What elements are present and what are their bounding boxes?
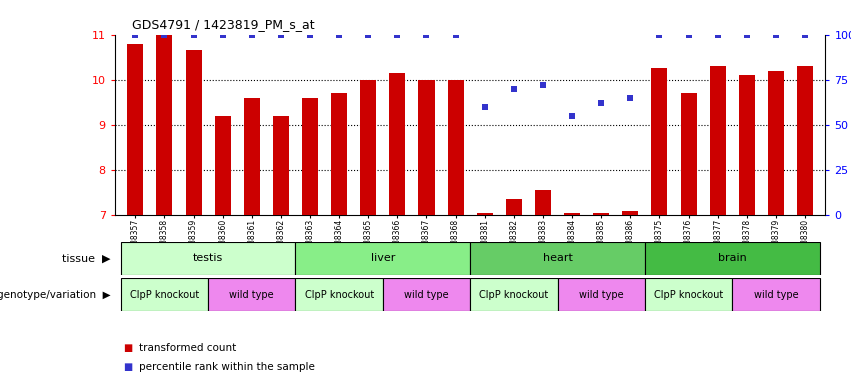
Point xyxy=(303,31,317,38)
Bar xyxy=(448,80,464,215)
Bar xyxy=(557,278,645,311)
Bar xyxy=(710,66,726,215)
Bar xyxy=(797,66,813,215)
Bar xyxy=(645,242,820,275)
Text: GDS4791 / 1423819_PM_s_at: GDS4791 / 1423819_PM_s_at xyxy=(132,18,315,31)
Text: ClpP knockout: ClpP knockout xyxy=(654,290,723,300)
Bar xyxy=(360,80,376,215)
Point xyxy=(594,100,608,106)
Text: genotype/variation  ▶: genotype/variation ▶ xyxy=(0,290,111,300)
Point xyxy=(682,31,695,38)
Bar xyxy=(652,68,667,215)
Bar xyxy=(732,278,820,311)
Text: wild type: wild type xyxy=(230,290,274,300)
Bar xyxy=(564,213,580,215)
Point xyxy=(507,86,521,92)
Bar xyxy=(739,75,755,215)
Point xyxy=(565,113,579,119)
Text: tissue  ▶: tissue ▶ xyxy=(62,253,111,263)
Bar xyxy=(295,278,383,311)
Bar xyxy=(471,278,557,311)
Text: wild type: wild type xyxy=(579,290,624,300)
Point xyxy=(740,31,754,38)
Bar xyxy=(128,44,143,215)
Text: liver: liver xyxy=(371,253,395,263)
Bar xyxy=(471,242,645,275)
Text: testis: testis xyxy=(193,253,223,263)
Bar xyxy=(121,278,208,311)
Text: transformed count: transformed count xyxy=(139,343,236,353)
Point xyxy=(274,31,288,38)
Text: ClpP knockout: ClpP knockout xyxy=(479,290,549,300)
Point xyxy=(536,82,550,88)
Bar xyxy=(302,98,318,215)
Bar xyxy=(477,213,493,215)
Bar xyxy=(593,213,609,215)
Bar xyxy=(390,73,405,215)
Point xyxy=(333,31,346,38)
Point xyxy=(448,31,462,38)
Bar xyxy=(157,35,173,215)
Bar xyxy=(622,210,638,215)
Bar xyxy=(505,199,522,215)
Point xyxy=(798,31,812,38)
Text: wild type: wild type xyxy=(404,290,448,300)
Point xyxy=(711,31,724,38)
Point xyxy=(362,31,375,38)
Point xyxy=(391,31,404,38)
Text: ■: ■ xyxy=(123,362,133,372)
Text: wild type: wild type xyxy=(754,290,798,300)
Point xyxy=(420,31,433,38)
Bar xyxy=(243,98,260,215)
Bar xyxy=(768,71,784,215)
Point xyxy=(157,31,171,38)
Bar xyxy=(419,80,435,215)
Text: ■: ■ xyxy=(123,343,133,353)
Point xyxy=(478,104,492,110)
Point xyxy=(216,31,230,38)
Point xyxy=(129,31,142,38)
Text: percentile rank within the sample: percentile rank within the sample xyxy=(139,362,315,372)
Point xyxy=(245,31,259,38)
Bar xyxy=(214,116,231,215)
Bar xyxy=(273,116,288,215)
Bar xyxy=(681,93,697,215)
Point xyxy=(769,31,783,38)
Bar xyxy=(331,93,347,215)
Text: ClpP knockout: ClpP knockout xyxy=(305,290,374,300)
Point xyxy=(624,95,637,101)
Point xyxy=(186,31,200,38)
Bar xyxy=(186,50,202,215)
Bar xyxy=(535,190,551,215)
Bar xyxy=(208,278,295,311)
Text: ClpP knockout: ClpP knockout xyxy=(129,290,199,300)
Text: heart: heart xyxy=(543,253,573,263)
Bar xyxy=(295,242,470,275)
Bar xyxy=(383,278,471,311)
Bar xyxy=(121,242,295,275)
Text: brain: brain xyxy=(718,253,746,263)
Point xyxy=(653,31,666,38)
Bar xyxy=(645,278,732,311)
